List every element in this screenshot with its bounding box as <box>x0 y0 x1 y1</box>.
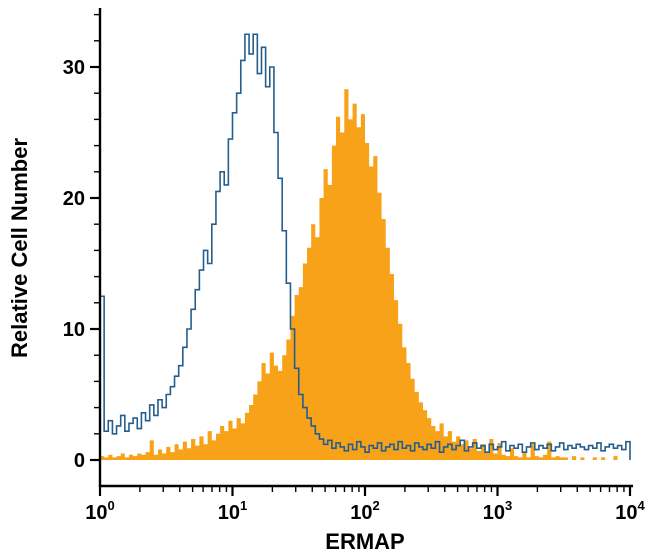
x-tick-exponent: 4 <box>638 498 646 513</box>
x-tick-exponent: 3 <box>505 498 512 513</box>
series-control-cells <box>99 33 631 460</box>
axis-titles: ERMAP Relative Cell Number <box>7 138 405 554</box>
y-tick-label: 0 <box>74 450 85 472</box>
x-tick-exponent: 1 <box>240 498 247 513</box>
y-axis-title: Relative Cell Number <box>7 138 32 359</box>
series-ERMAP-stained-cells <box>100 89 630 461</box>
x-tick-label: 103 <box>483 498 512 524</box>
y-tick-label: 30 <box>63 57 85 79</box>
x-tick-exponent: 0 <box>108 498 115 513</box>
y-tick-label: 20 <box>63 188 85 210</box>
series-group <box>99 33 631 461</box>
x-tick-label: 101 <box>218 498 247 524</box>
x-tick-label: 102 <box>350 498 379 524</box>
x-axis-title: ERMAP <box>325 529 404 554</box>
x-tick-exponent: 2 <box>373 498 380 513</box>
y-tick-label: 10 <box>63 319 85 341</box>
x-tick-label: 104 <box>615 498 645 524</box>
x-tick-label: 100 <box>85 498 114 524</box>
